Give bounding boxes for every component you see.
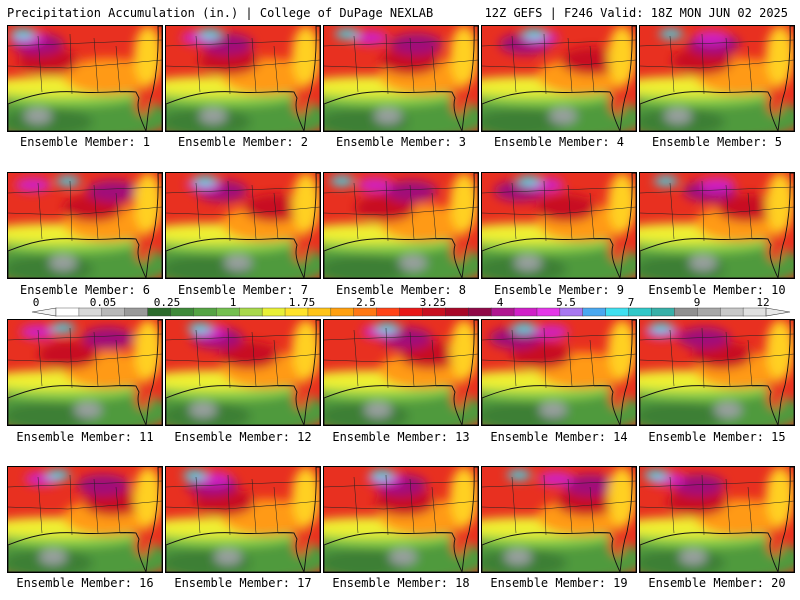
- colorbar-swatch: [559, 307, 584, 317]
- ensemble-member-label: Ensemble Member: 6: [19, 283, 151, 297]
- colorbar-swatch: [719, 307, 744, 317]
- colorbar-swatch: [147, 307, 172, 317]
- colorbar-swatch: [399, 307, 423, 317]
- colorbar-swatch: [582, 307, 607, 317]
- colorbar-swatch: [124, 307, 149, 317]
- ensemble-member-map: [165, 319, 321, 426]
- ensemble-member-label: Ensemble Member: 3: [335, 135, 467, 149]
- ensemble-member-map: [639, 25, 795, 132]
- ensemble-member-map: [639, 172, 795, 279]
- ensemble-member-label: Ensemble Member: 7: [177, 283, 309, 297]
- colorbar-swatch: [353, 307, 378, 317]
- ensemble-member-map: [639, 319, 795, 426]
- colorbar-swatch: [239, 307, 263, 317]
- ensemble-member-map: [323, 319, 479, 426]
- ensemble-member-map: [481, 25, 637, 132]
- ensemble-member-map: [639, 466, 795, 573]
- colorbar-swatch: [307, 307, 332, 317]
- colorbar-swatch: [78, 307, 103, 317]
- colorbar-swatch: [170, 307, 194, 317]
- colorbar-swatch: [628, 307, 652, 317]
- ensemble-member-map: [7, 172, 163, 279]
- ensemble-member-map: [7, 466, 163, 573]
- ensemble-member-label: Ensemble Member: 15: [648, 430, 786, 444]
- colorbar-tick-label: 5.5: [556, 296, 576, 309]
- colorbar-swatch: [330, 307, 355, 317]
- colorbar-swatch: [674, 307, 698, 317]
- ensemble-member-map: [165, 25, 321, 132]
- ensemble-member-label: Ensemble Member: 5: [651, 135, 783, 149]
- ensemble-member-map: [481, 172, 637, 279]
- colorbar-swatch: [376, 307, 401, 317]
- model-valid-time: 12Z GEFS | F246 Valid: 18Z MON JUN 02 20…: [484, 6, 788, 20]
- colorbar-tick-label: 12: [756, 296, 769, 309]
- ensemble-member-label: Ensemble Member: 13: [332, 430, 470, 444]
- colorbar-swatch: [261, 307, 286, 317]
- ensemble-member-label: Ensemble Member: 19: [490, 576, 628, 590]
- ensemble-member-label: Ensemble Member: 16: [16, 576, 154, 590]
- colorbar-tick-label: 0: [33, 296, 40, 309]
- colorbar-swatch: [513, 307, 538, 317]
- colorbar-tick-label: 1.75: [289, 296, 316, 309]
- ensemble-member-label: Ensemble Member: 14: [490, 430, 628, 444]
- ensemble-member-label: Ensemble Member: 12: [174, 430, 312, 444]
- ensemble-member-label: Ensemble Member: 20: [648, 576, 786, 590]
- colorbar-swatch: [651, 307, 675, 317]
- ensemble-member-map: [323, 25, 479, 132]
- colorbar-swatch: [536, 307, 561, 317]
- ensemble-member-label: Ensemble Member: 9: [493, 283, 625, 297]
- colorbar-tick-label: 0.05: [90, 296, 117, 309]
- ensemble-member-label: Ensemble Member: 1: [19, 135, 151, 149]
- ensemble-member-label: Ensemble Member: 2: [177, 135, 309, 149]
- ensemble-member-label: Ensemble Member: 8: [335, 283, 467, 297]
- colorbar-right-arrow: [765, 307, 791, 317]
- ensemble-member-map: [7, 25, 163, 132]
- colorbar-swatch: [216, 307, 240, 317]
- colorbar-tick-label: 2.5: [356, 296, 376, 309]
- colorbar-left-arrow: [31, 307, 57, 317]
- ensemble-member-map: [323, 172, 479, 279]
- colorbar: 0 0.05 0.25 1 1.75 2.5 3.25 4 5.5 7 9 12: [31, 296, 791, 317]
- chart-title: Precipitation Accumulation (in.) | Colle…: [7, 6, 434, 20]
- colorbar-tick-label: 7: [628, 296, 635, 309]
- colorbar-swatch: [284, 307, 309, 317]
- ensemble-member-map: [323, 466, 479, 573]
- colorbar-swatch: [697, 307, 721, 317]
- colorbar-tick-label: 3.25: [420, 296, 447, 309]
- colorbar-tick-label: 0.25: [154, 296, 181, 309]
- colorbar-swatch: [742, 307, 767, 317]
- ensemble-member-label: Ensemble Member: 4: [493, 135, 625, 149]
- ensemble-member-label: Ensemble Member: 18: [332, 576, 470, 590]
- ensemble-member-map: [165, 172, 321, 279]
- ensemble-member-label: Ensemble Member: 11: [16, 430, 154, 444]
- colorbar-swatch: [193, 307, 217, 317]
- colorbar-tick-label: 9: [694, 296, 701, 309]
- colorbar-swatch: [445, 307, 469, 317]
- ensemble-member-label: Ensemble Member: 10: [648, 283, 786, 297]
- ensemble-member-label: Ensemble Member: 17: [174, 576, 312, 590]
- colorbar-tick-label: 1: [230, 296, 237, 309]
- ensemble-member-map: [7, 319, 163, 426]
- ensemble-member-map: [165, 466, 321, 573]
- colorbar-swatch: [422, 307, 446, 317]
- colorbar-swatch: [490, 307, 515, 317]
- ensemble-member-map: [481, 466, 637, 573]
- colorbar-swatch: [55, 307, 80, 317]
- colorbar-tick-label: 4: [497, 296, 504, 309]
- colorbar-swatch: [101, 307, 126, 317]
- ensemble-member-map: [481, 319, 637, 426]
- colorbar-swatch: [468, 307, 492, 317]
- colorbar-swatch: [605, 307, 630, 317]
